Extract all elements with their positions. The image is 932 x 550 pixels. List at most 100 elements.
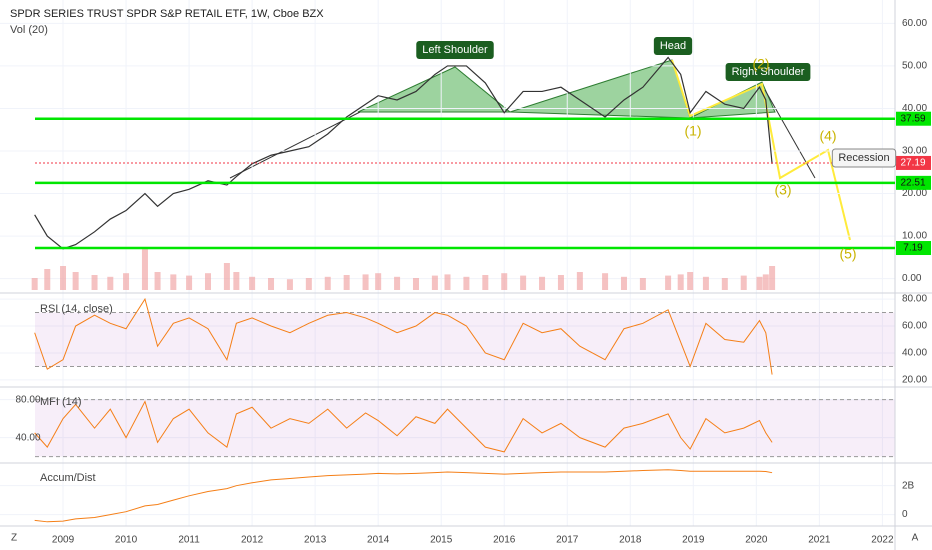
volume-bar bbox=[154, 272, 161, 290]
volume-bar bbox=[769, 266, 776, 290]
volume-bar bbox=[60, 266, 67, 290]
volume-bar bbox=[501, 273, 508, 290]
volume-bar bbox=[740, 275, 747, 290]
ad-title: Accum/Dist bbox=[40, 472, 96, 484]
volume-bar bbox=[324, 276, 331, 290]
annotation-box bbox=[653, 37, 693, 55]
volume-bar bbox=[482, 275, 489, 290]
y-tick-label: 0.00 bbox=[902, 273, 922, 284]
volume-bar bbox=[141, 248, 148, 290]
volume-bar bbox=[170, 274, 177, 290]
volume-bar bbox=[520, 275, 527, 290]
x-tick-label: 2010 bbox=[115, 535, 138, 546]
y-tick-label: 20.00 bbox=[902, 188, 927, 199]
level-label-box bbox=[896, 155, 931, 170]
level-label: 37.59 bbox=[900, 113, 925, 124]
volume-bar bbox=[362, 274, 369, 290]
volume-bar bbox=[702, 276, 709, 290]
volume-bar bbox=[620, 276, 627, 290]
level-label: 7.19 bbox=[903, 243, 923, 254]
volume-bar bbox=[375, 273, 382, 290]
volume-bar bbox=[233, 272, 240, 290]
y-tick-label: 40.00 bbox=[902, 348, 927, 359]
x-tick-label: 2017 bbox=[556, 535, 579, 546]
annotation: (4) bbox=[819, 128, 836, 144]
volume-bar bbox=[463, 276, 470, 290]
volume-title: Vol (20) bbox=[10, 24, 48, 36]
mfi-title: MFI (14) bbox=[40, 396, 82, 408]
annotation: Left Shoulder bbox=[422, 44, 488, 56]
volume-bar bbox=[602, 273, 609, 290]
volume-bar bbox=[677, 274, 684, 290]
y-tick-label: 10.00 bbox=[902, 231, 927, 242]
annotation: (5) bbox=[839, 246, 856, 262]
x-tick-label: 2012 bbox=[241, 535, 264, 546]
annotation: (1) bbox=[684, 123, 701, 139]
y-tick-label: 40.00 bbox=[15, 432, 40, 443]
level-label: 27.19 bbox=[900, 158, 925, 169]
line-series bbox=[34, 400, 773, 453]
volume-bar bbox=[721, 278, 728, 290]
annotation: Right Shoulder bbox=[732, 66, 805, 78]
corner-label[interactable]: A bbox=[912, 533, 919, 544]
annotation-box bbox=[725, 63, 811, 81]
volume-bar bbox=[286, 279, 293, 290]
y-tick-label: 50.00 bbox=[902, 61, 927, 72]
volume-bar bbox=[44, 269, 51, 290]
y-tick-label: 80.00 bbox=[15, 394, 40, 405]
line-series bbox=[34, 469, 773, 523]
annotation: (3) bbox=[774, 182, 791, 198]
level-label-box bbox=[896, 241, 931, 256]
y-tick-label: 80.00 bbox=[902, 294, 927, 305]
level-label-box bbox=[896, 175, 931, 190]
x-tick-label: 2020 bbox=[745, 535, 768, 546]
band bbox=[35, 312, 895, 367]
x-tick-label: 2018 bbox=[619, 535, 642, 546]
volume-bar bbox=[204, 273, 211, 290]
corner-label[interactable]: Z bbox=[11, 533, 17, 544]
y-tick-label: 60.00 bbox=[902, 321, 927, 332]
volume-bar bbox=[72, 272, 79, 290]
volume-bar bbox=[539, 276, 546, 290]
volume-bar bbox=[305, 278, 312, 290]
x-tick-label: 2013 bbox=[304, 535, 327, 546]
volume-bar bbox=[431, 275, 438, 290]
level-label: 22.51 bbox=[900, 177, 925, 188]
x-tick-label: 2011 bbox=[178, 535, 200, 546]
volume-bar bbox=[343, 275, 350, 290]
annotation-box bbox=[416, 41, 494, 59]
volume-bar bbox=[444, 274, 451, 290]
line-series bbox=[34, 297, 773, 375]
x-tick-label: 2019 bbox=[682, 535, 705, 546]
volume-bar bbox=[665, 275, 672, 290]
volume-bar bbox=[394, 276, 401, 290]
volume-bar bbox=[31, 278, 38, 290]
left-shoulder-shape bbox=[357, 66, 512, 113]
x-tick-label: 2009 bbox=[52, 535, 75, 546]
chart-title: SPDR SERIES TRUST SPDR S&P RETAIL ETF, 1… bbox=[10, 8, 324, 20]
volume-bar bbox=[412, 278, 419, 290]
volume-bar bbox=[762, 274, 769, 290]
x-tick-label: 2016 bbox=[493, 535, 516, 546]
annotation-box bbox=[831, 148, 897, 168]
line-series bbox=[34, 56, 773, 250]
y-tick-label: 2B bbox=[902, 480, 915, 491]
x-tick-label: 2014 bbox=[367, 535, 390, 546]
y-tick-label: 30.00 bbox=[902, 146, 927, 157]
volume-bar bbox=[557, 275, 564, 290]
y-tick-label: 0 bbox=[902, 509, 908, 520]
x-tick-label: 2015 bbox=[430, 535, 453, 546]
level-label-box bbox=[896, 111, 931, 126]
wave-line bbox=[671, 59, 851, 241]
volume-bar bbox=[123, 273, 130, 290]
volume-bar bbox=[107, 276, 114, 290]
volume-bar bbox=[687, 272, 694, 290]
volume-bar bbox=[576, 272, 583, 290]
volume-bar bbox=[756, 276, 763, 290]
y-tick-label: 40.00 bbox=[902, 103, 927, 114]
annotation: (2) bbox=[752, 56, 769, 72]
y-tick-label: 20.00 bbox=[902, 375, 927, 386]
rsi-title: RSI (14, close) bbox=[40, 303, 113, 315]
x-tick-label: 2021 bbox=[808, 535, 831, 546]
